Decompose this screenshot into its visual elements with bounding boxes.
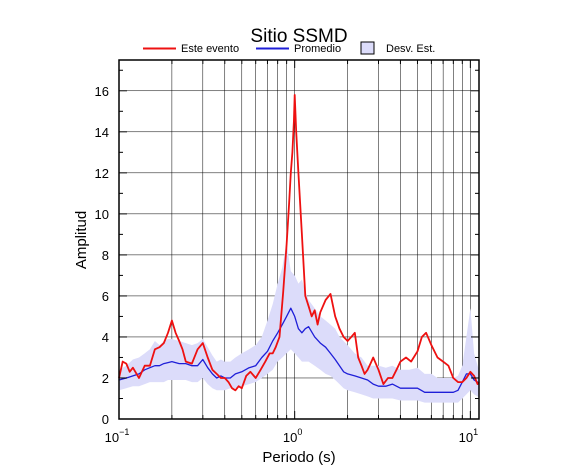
legend: Este evento Promedio Desv. Est. (143, 41, 435, 55)
plot-frame (118, 59, 480, 420)
chart-title: Sitio SSMD (250, 26, 347, 47)
y-tick-label: 14 (95, 125, 109, 140)
y-axis-label: Amplitud (73, 211, 90, 269)
x-axis-label: Periodo (s) (262, 449, 335, 466)
y-tick-label: 16 (95, 84, 109, 99)
x-tick-label: 101 (459, 427, 478, 445)
y-tick-label: 0 (102, 412, 109, 427)
series-lines (118, 94, 480, 393)
este-evento-line (118, 94, 480, 392)
y-tick-label: 10 (95, 207, 109, 222)
legend-label-desv: Desv. Est. (386, 43, 435, 55)
x-tick-label: 100 (283, 427, 302, 445)
x-tick-label: 10−1 (105, 427, 130, 445)
y-tick-label: 6 (102, 289, 109, 304)
axis-ticks: 0 2 4 6 8 10 12 14 16 10−1 100 101 (95, 60, 479, 445)
y-tick-label: 2 (102, 371, 109, 386)
y-tick-label: 12 (95, 166, 109, 181)
y-tick-label: 8 (102, 248, 109, 263)
legend-label-promedio: Promedio (294, 43, 341, 55)
legend-label-este: Este evento (181, 43, 239, 55)
legend-swatch-desv (360, 41, 375, 55)
y-tick-label: 4 (102, 330, 109, 345)
promedio-line (118, 307, 480, 393)
